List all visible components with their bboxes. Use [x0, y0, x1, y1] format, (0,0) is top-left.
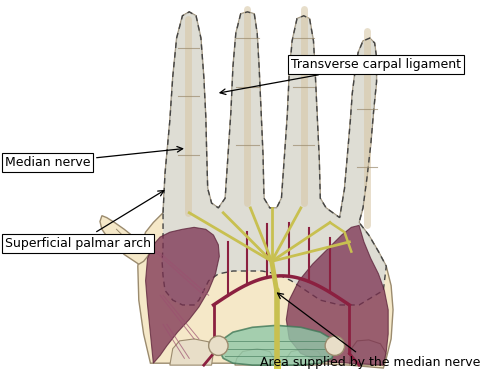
Circle shape: [208, 336, 228, 355]
Polygon shape: [235, 349, 274, 365]
Circle shape: [325, 336, 344, 355]
Polygon shape: [138, 12, 393, 368]
Text: Superficial palmar arch: Superficial palmar arch: [5, 191, 164, 250]
Text: Transverse carpal ligament: Transverse carpal ligament: [220, 58, 461, 94]
Polygon shape: [350, 340, 387, 365]
Polygon shape: [286, 225, 388, 365]
Text: Median nerve: Median nerve: [5, 147, 182, 169]
Polygon shape: [162, 12, 386, 305]
Polygon shape: [170, 339, 214, 365]
Polygon shape: [100, 216, 150, 264]
Polygon shape: [218, 325, 335, 365]
Polygon shape: [146, 227, 220, 363]
Polygon shape: [286, 349, 322, 365]
Text: Area supplied by the median nerve: Area supplied by the median nerve: [260, 293, 480, 369]
